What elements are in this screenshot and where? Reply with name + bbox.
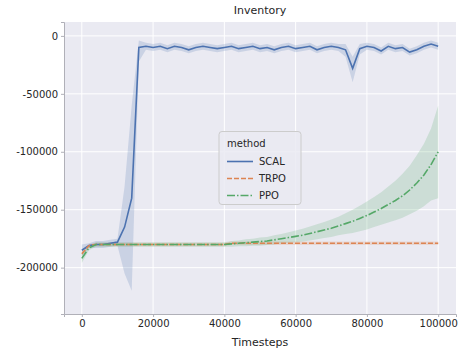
legend-swatch [227,161,253,163]
tick-label: 80000 [352,318,384,329]
series-line [82,44,438,250]
tick: 80000 [352,314,384,329]
tick-mark [61,36,64,37]
grid-line-x [366,22,367,314]
tick: 100000 [420,314,458,329]
tick-label: 100000 [420,318,458,329]
tick-label: -50000 [23,89,58,100]
legend-box [219,132,301,205]
legend-label: TRPO [258,173,286,184]
tick-mark [82,314,83,317]
tick-label: -150000 [16,204,58,215]
x-axis-title: Timesteps [231,336,289,349]
legend-swatch [227,195,253,197]
grid [64,22,456,314]
tick-label: -100000 [16,146,58,157]
tick-mark [224,314,225,317]
tick-label: 40000 [209,318,241,329]
tick-label: 0 [79,318,85,329]
tick-mark [153,314,154,317]
tick-mark [296,314,297,317]
x-axis: 0 20000 40000 60000 80000 100000 [65,314,458,329]
axis-line [65,315,457,318]
tick-mark [61,210,64,211]
chart: 0 20000 40000 60000 80000 100000 -200000 -15000… [0,0,468,352]
tick: -100000 [16,146,64,157]
tick-mark [61,152,64,153]
plot: 0 20000 40000 60000 80000 100000 -200000 -15000… [16,22,458,329]
series-group [82,41,438,291]
tick-label: -200000 [16,262,58,273]
tick-label: 0 [52,31,58,42]
plot-background [64,22,456,314]
tick-mark [367,314,368,317]
grid-line-x [153,22,154,314]
tick: 60000 [280,314,312,329]
grid-line-x [81,22,82,314]
tick: 40000 [209,314,241,329]
confidence-band [82,41,438,291]
grid-line-y [64,267,456,268]
grid-line-y [64,93,456,94]
tick-label: 60000 [280,318,312,329]
tick: 0 [52,31,64,42]
axis-line [61,23,65,315]
tick-mark [438,314,439,317]
tick-mark [61,94,64,95]
legend-label: PPO [259,190,279,201]
y-axis: -200000 -150000 -100000 -50000 0 [16,23,64,315]
tick-label: 20000 [138,318,170,329]
title: Inventory [234,4,287,17]
tick: -200000 [16,262,64,273]
tick: 0 [79,314,85,329]
tick: -50000 [23,89,64,100]
legend-title: method [227,138,266,149]
tick-mark [61,268,64,269]
legend-label: SCAL [259,156,285,167]
tick: 20000 [138,314,170,329]
grid-line-y [64,35,456,36]
legend-swatch [227,178,253,180]
tick: -150000 [16,204,64,215]
legend: method SCAL TRPO PPO [219,132,301,205]
